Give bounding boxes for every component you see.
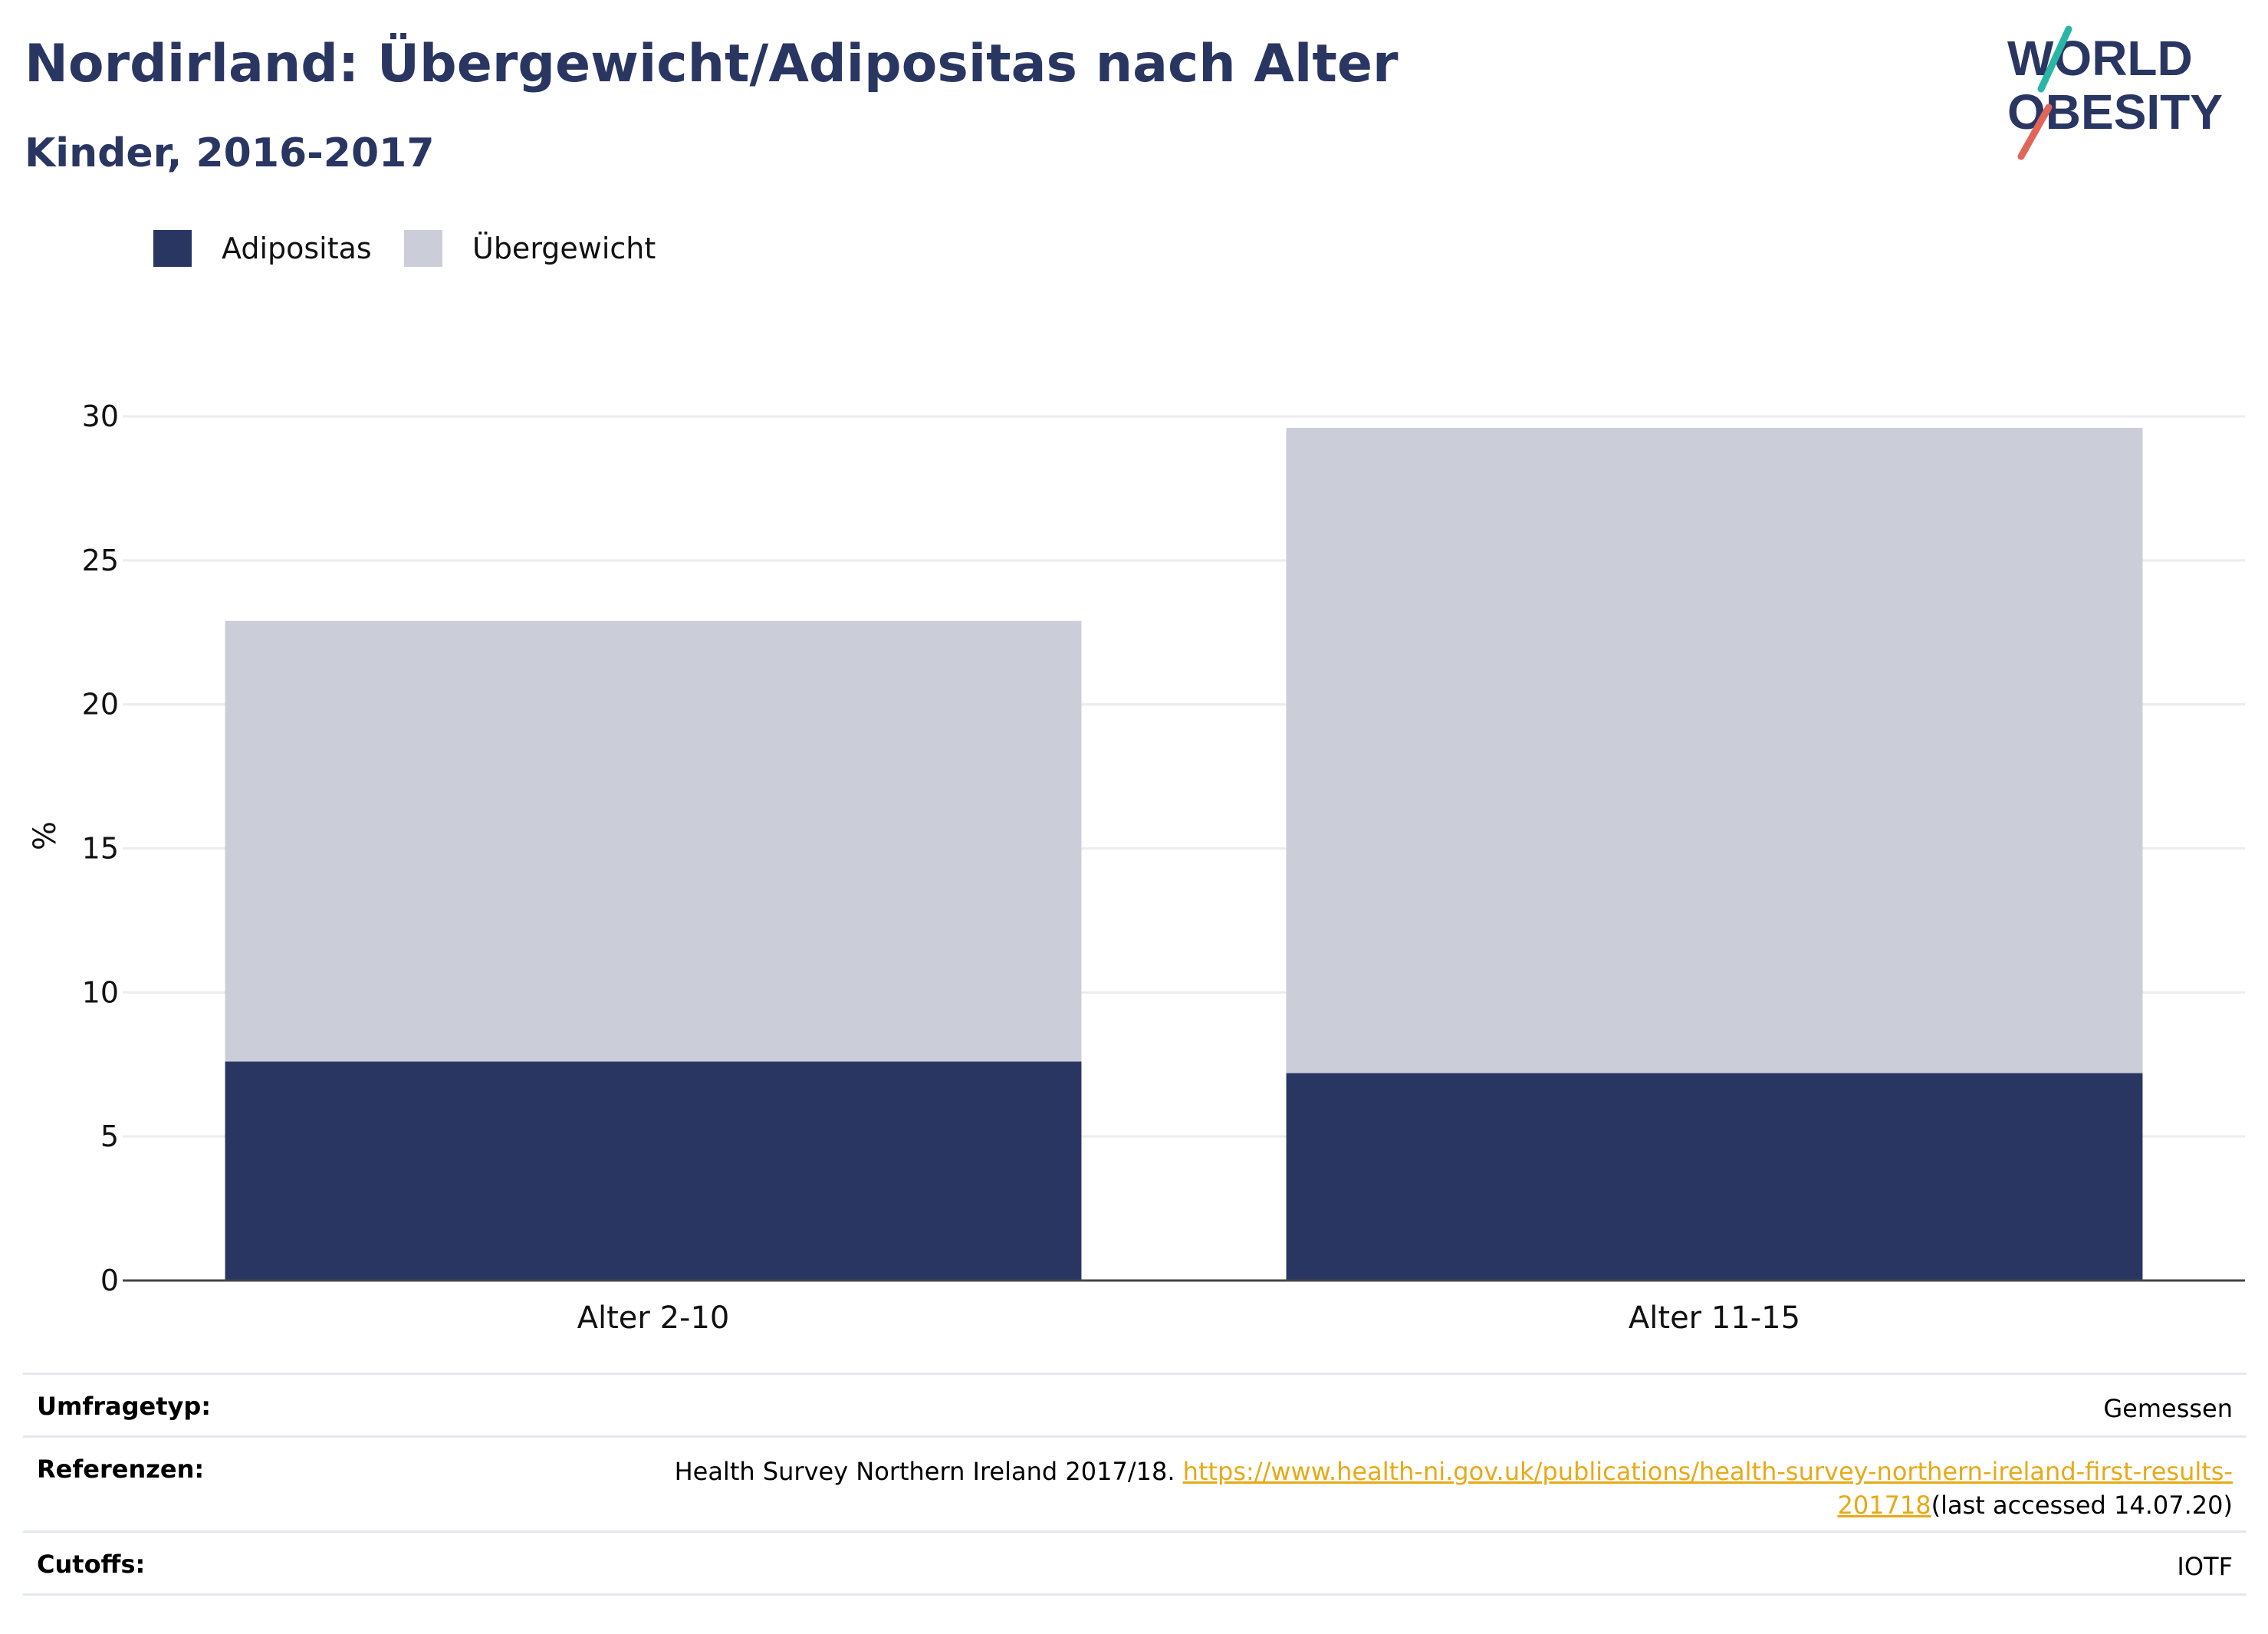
bar-adipositas	[1286, 1073, 2143, 1281]
y-tick-label: 5	[100, 1119, 119, 1153]
table-value: Gemessen	[2103, 1394, 2233, 1423]
y-axis-title: %	[28, 821, 63, 850]
table-label: Umfragetyp:	[37, 1392, 212, 1421]
bar-adipositas	[225, 1061, 1082, 1281]
x-tick-label: Alter 11-15	[1629, 1300, 1800, 1336]
reference-text: Health Survey Northern Ireland 2017/18.	[674, 1457, 1183, 1486]
logo-accent-coral	[2017, 104, 2053, 160]
y-tick-label: 20	[82, 688, 119, 722]
y-tick-label: 10	[82, 975, 119, 1009]
bar-chart: 0 5 10 15 20 25 30% Alter 2-10 Alter 11-15	[28, 399, 2245, 1336]
chart-title: Nordirland: Übergewicht/Adipositas nach …	[25, 34, 1399, 94]
table-value-reference: Health Survey Northern Ireland 2017/18. …	[675, 1455, 2233, 1522]
reference-link-part1[interactable]: https://www.health-ni.gov.uk/publication…	[1182, 1457, 2233, 1486]
logo-line1: WORLD	[2007, 31, 2193, 86]
table-label: Referenzen:	[37, 1455, 205, 1484]
chart-subtitle: Kinder, 2016-2017	[25, 130, 435, 176]
reference-accessed: (last accessed 14.07.20)	[1931, 1491, 2233, 1520]
logo-accent-teal	[2037, 25, 2072, 93]
bar-uebergewicht	[225, 620, 1082, 1062]
y-tick-label: 15	[82, 832, 119, 866]
y-tick-label: 30	[82, 399, 119, 433]
table-bottom-border	[23, 1593, 2247, 1596]
legend-label-uebergewicht: Übergewicht	[472, 232, 656, 265]
legend-label-adipositas: Adipositas	[222, 232, 372, 265]
y-tick-label: 25	[82, 544, 119, 577]
y-tick-label: 0	[100, 1264, 119, 1297]
reference-link-part2[interactable]: 201718	[1837, 1491, 1931, 1520]
x-tick-label: Alter 2-10	[577, 1300, 730, 1336]
legend-swatch-adipositas	[153, 230, 192, 267]
table-row-umfragetyp: Umfragetyp: Gemessen	[23, 1373, 2247, 1438]
world-obesity-logo: WORLD OBESITY	[2007, 25, 2223, 160]
table-label: Cutoffs:	[37, 1550, 146, 1579]
bar-uebergewicht	[1286, 428, 2143, 1073]
legend-swatch-uebergewicht	[404, 230, 442, 267]
table-row-cutoffs: Cutoffs: IOTF	[23, 1530, 2247, 1596]
table-row-referenzen: Referenzen: Health Survey Northern Irela…	[23, 1435, 2247, 1533]
table-value: IOTF	[2177, 1552, 2233, 1581]
